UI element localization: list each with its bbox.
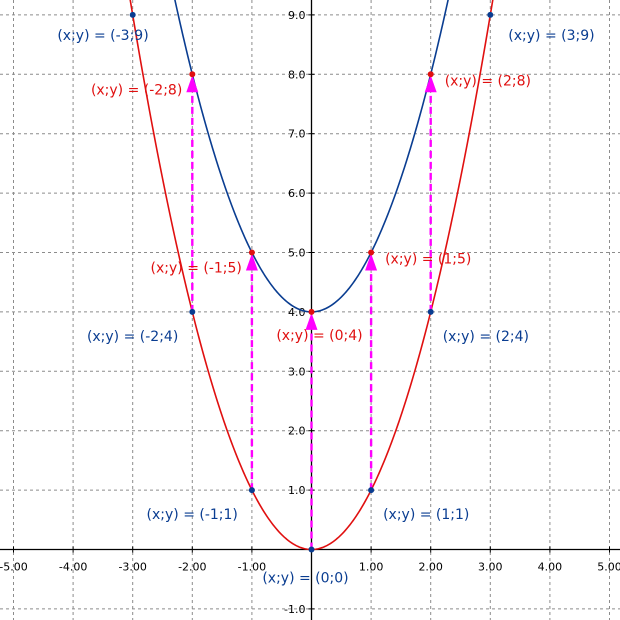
point-label: (x;y) = (1;1) <box>383 507 469 523</box>
x-tick-label: 2.00 <box>418 561 443 574</box>
x-tick-label: -5.00 <box>0 561 28 574</box>
x-tick-label: 5.00 <box>597 561 620 574</box>
data-point <box>368 487 375 494</box>
arrow-head <box>365 253 378 271</box>
arrows <box>186 75 437 550</box>
point-label: (x;y) = (-3;9) <box>57 28 148 44</box>
y-tick-label: 3.0 <box>288 365 306 378</box>
data-point <box>189 308 196 315</box>
x-tick-label: -4.00 <box>59 561 87 574</box>
y-tick-label: 1.0 <box>288 484 306 497</box>
data-point <box>368 249 375 256</box>
point-label: (x;y) = (0;4) <box>276 328 362 344</box>
data-point <box>189 71 196 78</box>
data-point <box>248 249 255 256</box>
arrow-head <box>245 253 258 271</box>
data-point <box>427 308 434 315</box>
y-tick-label: -1.0 <box>284 603 305 616</box>
point-label: (x;y) = (-1;5) <box>151 261 242 277</box>
data-point <box>427 71 434 78</box>
point-label: (x;y) = (1;5) <box>385 252 471 268</box>
point-label: (x;y) = (-2;8) <box>91 82 182 98</box>
points <box>129 11 494 553</box>
point-label: (x;y) = (-2;4) <box>87 329 178 345</box>
ticks: -5.00 -4.00 -3.00 -2.00 -1.00 1.00 2.00 3.00 4.0… <box>0 9 620 616</box>
data-point <box>308 546 315 553</box>
x-tick-label: 3.00 <box>478 561 503 574</box>
arrow-head <box>186 75 199 93</box>
x-tick-label: -3.00 <box>118 561 146 574</box>
arrow-head <box>424 75 437 93</box>
y-tick-label: 8.0 <box>288 68 306 81</box>
data-point <box>129 11 136 18</box>
y-tick-label: 4.0 <box>288 306 306 319</box>
point-labels: (x;y) = (-2;8) (x;y) = (-1;5) (x;y) = (0;4… <box>57 28 594 587</box>
point-label: (x;y) = (2;8) <box>445 73 531 89</box>
y-tick-label: 6.0 <box>288 187 306 200</box>
point-label: (x;y) = (3;9) <box>508 28 594 44</box>
arrow-head <box>305 312 318 330</box>
y-tick-label: 2.0 <box>288 425 306 438</box>
data-point <box>308 308 315 315</box>
y-tick-label: 9.0 <box>288 9 306 22</box>
data-point <box>487 11 494 18</box>
x-tick-label: 4.00 <box>538 561 563 574</box>
y-tick-label: 5.0 <box>288 247 306 260</box>
x-tick-label: 1.00 <box>359 561 384 574</box>
point-label: (x;y) = (0;0) <box>262 571 348 587</box>
point-label: (x;y) = (2;4) <box>443 329 529 345</box>
data-point <box>248 487 255 494</box>
x-tick-label: -2.00 <box>178 561 206 574</box>
x-tick-label: -1.00 <box>238 561 266 574</box>
point-label: (x;y) = (-1;1) <box>147 507 238 523</box>
y-tick-label: 7.0 <box>288 128 306 141</box>
